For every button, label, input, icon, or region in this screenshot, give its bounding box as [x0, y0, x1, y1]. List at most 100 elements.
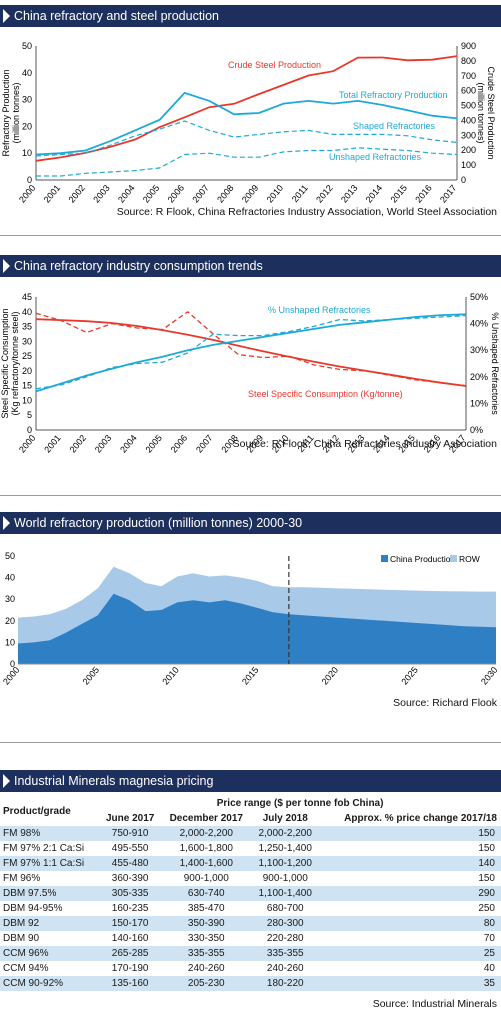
price-cell: 140-160 — [111, 933, 149, 944]
x-tick-label: 2000 — [17, 433, 38, 455]
y-tick-label: 50 — [5, 551, 15, 561]
x-tick-label: 2008 — [215, 183, 236, 205]
series-label-crude: Crude Steel Production — [228, 60, 321, 70]
price-cell: 180-220 — [251, 976, 320, 991]
product-cell: CCM 90-92% — [0, 976, 100, 991]
y-tick-label: 10 — [5, 637, 15, 647]
x-tick-label: 2007 — [194, 433, 215, 455]
price-cell: 1,250-1,400 — [258, 843, 312, 854]
price-cell: 335-355 — [161, 946, 252, 961]
x-tick-label: 2013 — [339, 183, 360, 205]
x-tick-label: 2014 — [364, 183, 385, 205]
series-line — [35, 91, 458, 156]
y2-tick-label: 700 — [461, 71, 476, 81]
y-tick-label: 30 — [22, 336, 32, 346]
change-cell: 150 — [478, 873, 495, 884]
panel2-header: China refractory industry consumption tr… — [0, 255, 501, 277]
product-cell: CCM 94% — [3, 963, 49, 974]
x-tick-label: 2005 — [81, 665, 102, 687]
divider — [0, 235, 501, 236]
panel2-title: China refractory industry consumption tr… — [14, 259, 263, 273]
x-tick-label: 2009 — [240, 183, 261, 205]
y-tick-label: 45 — [22, 292, 32, 302]
change-cell: 150 — [478, 843, 495, 854]
y-axis-label: (Kg refractory/tonne steel) — [10, 311, 20, 415]
series-line — [35, 314, 467, 390]
y-tick-label: 10 — [22, 395, 32, 405]
table-row: DBM 92 150-170 350-390 280-300 80 — [0, 916, 501, 931]
price-cell: 2,000-2,200 — [251, 826, 320, 841]
y-tick-label: 25 — [22, 351, 32, 361]
panel4-title: Industrial Minerals magnesia pricing — [14, 774, 214, 788]
x-tick-label: 2010 — [265, 183, 286, 205]
change-cell: 40 — [483, 963, 495, 974]
price-cell: 630-740 — [161, 886, 252, 901]
price-cell: 305-335 — [99, 886, 162, 901]
table-row: FM 96% 360-390 900-1,000 900-1,000 150 — [0, 871, 501, 886]
change-cell: 250 — [478, 903, 495, 914]
y-tick-label: 30 — [22, 95, 32, 105]
product-cell: FM 97% 1:1 Ca:Si — [0, 856, 100, 871]
y2-axis-label: (million tonnes) — [476, 82, 486, 143]
x-tick-label: 2006 — [169, 433, 190, 455]
price-cell: 2,000-2,200 — [161, 826, 252, 841]
divider — [0, 495, 501, 496]
series-label-unshaped-pct: % Unshaped Refractories — [268, 305, 371, 315]
triangle-marker-icon — [3, 259, 10, 273]
x-tick-label: 2030 — [479, 665, 500, 687]
price-cell: 360-390 — [111, 873, 149, 884]
x-tick-label: 2001 — [42, 433, 63, 455]
x-tick-label: 2002 — [68, 433, 89, 455]
x-tick-label: 2005 — [143, 433, 164, 455]
change-cell: 140 — [319, 856, 501, 871]
price-cell: 1,400-1,600 — [161, 856, 252, 871]
y-tick-label: 5 — [27, 410, 32, 420]
y2-tick-label: 400 — [461, 115, 476, 125]
x-tick-label: 2004 — [116, 183, 137, 205]
x-tick-label: 2003 — [91, 183, 112, 205]
panel3-header: World refractory production (million ton… — [0, 512, 501, 534]
x-tick-label: 2005 — [141, 183, 162, 205]
change-cell: 35 — [319, 976, 501, 991]
price-cell: 265-285 — [99, 946, 162, 961]
series-line — [35, 318, 467, 387]
panel4-header: Industrial Minerals magnesia pricing — [0, 770, 501, 792]
y-tick-label: 20 — [22, 121, 32, 131]
price-cell: 385-470 — [187, 903, 225, 914]
product-cell: DBM 90 — [3, 933, 40, 944]
panel3-title: World refractory production (million ton… — [14, 516, 303, 530]
change-cell: 150 — [319, 826, 501, 841]
price-cell: 1,100-1,200 — [251, 856, 320, 871]
pricing-table-wrap: Product/grade Price range ($ per tonne f… — [0, 796, 501, 996]
price-cell: 335-355 — [251, 946, 320, 961]
series-label-shaped: Shaped Refractories — [353, 121, 436, 131]
product-header: Product/grade — [3, 805, 71, 817]
price-cell: 680-700 — [266, 903, 304, 914]
panel4-source: Source: Industrial Minerals — [372, 998, 497, 1010]
y2-tick-label: 40% — [470, 319, 488, 329]
y2-tick-label: 300 — [461, 130, 476, 140]
x-tick-label: 2006 — [166, 183, 187, 205]
price-cell: 1,600-1,800 — [179, 843, 233, 854]
product-cell: CCM 96% — [0, 946, 100, 961]
col-price-change: Approx. % price change 2017/18 — [344, 813, 497, 824]
panel2-source: Source: R Flook, China Refractories Indu… — [232, 438, 497, 450]
y-tick-label: 30 — [5, 594, 15, 604]
table-row: CCM 94% 170-190 240-260 240-260 40 — [0, 961, 501, 976]
x-tick-label: 2003 — [93, 433, 114, 455]
y-tick-label: 40 — [22, 307, 32, 317]
x-tick-label: 2007 — [190, 183, 211, 205]
price-cell: 160-235 — [111, 903, 149, 914]
x-tick-label: 2000 — [17, 183, 38, 205]
y-axis-label: (million tonnes) — [11, 82, 21, 143]
y-axis-label: Steel Specific Consumption — [0, 308, 10, 418]
panel1-title: China refractory and steel production — [14, 9, 219, 23]
series-line — [35, 55, 458, 162]
series-label-total: Total Refractory Production — [339, 90, 448, 100]
y-tick-label: 50 — [22, 41, 32, 51]
price-cell: 220-280 — [266, 933, 304, 944]
y2-tick-label: 0% — [470, 425, 483, 435]
price-cell: 350-390 — [161, 916, 252, 931]
x-tick-label: 2012 — [314, 183, 335, 205]
product-cell: DBM 92 — [0, 916, 100, 931]
